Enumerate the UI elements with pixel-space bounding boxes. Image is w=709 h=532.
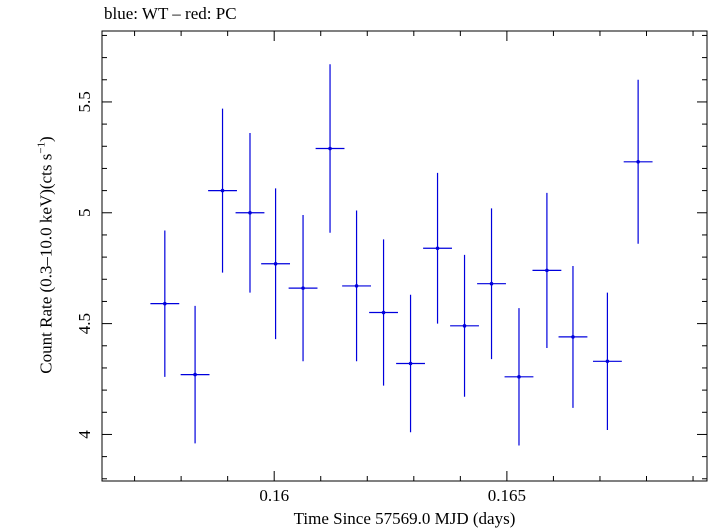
- y-tick-label: 4.5: [75, 313, 94, 334]
- data-point: [315, 64, 345, 233]
- data-point: [423, 172, 452, 324]
- data-point: [532, 192, 562, 348]
- x-tick-label: 0.16: [259, 486, 289, 505]
- plot-frame: [101, 30, 708, 482]
- point-marker: [354, 284, 359, 288]
- point-marker: [462, 324, 467, 328]
- point-marker: [193, 372, 197, 377]
- data-point: [369, 239, 398, 386]
- data-point: [504, 308, 534, 446]
- point-marker: [636, 159, 640, 164]
- point-marker: [545, 268, 549, 273]
- data-point: [342, 210, 371, 362]
- chart-title: blue: WT – red: PC: [104, 4, 237, 23]
- point-marker: [571, 335, 575, 339]
- y-tick-label: 5: [75, 209, 94, 218]
- data-layer: [150, 64, 653, 446]
- point-marker: [163, 301, 167, 306]
- data-point: [623, 79, 653, 244]
- y-axis-label-exponent: −1: [35, 141, 48, 154]
- point-marker: [517, 375, 521, 379]
- point-marker: [489, 281, 494, 286]
- axes-layer: 0.16 0.165 4 4.5 5 5.5: [75, 31, 707, 505]
- y-tick-label: 5.5: [75, 91, 94, 112]
- data-point: [396, 294, 425, 433]
- data-point: [150, 230, 180, 377]
- point-marker: [248, 210, 252, 215]
- point-marker: [435, 246, 440, 251]
- point-marker: [273, 261, 278, 266]
- data-point: [592, 292, 622, 431]
- point-marker: [381, 310, 386, 315]
- data-point: [450, 254, 479, 397]
- data-point: [261, 188, 291, 340]
- point-marker: [408, 361, 413, 366]
- y-axis-label: Count Rate (0.3–10.0 keV)(cts s−1): [36, 136, 57, 373]
- y-axis-label-end: ): [36, 136, 56, 142]
- data-point: [477, 208, 506, 360]
- data-point: [180, 305, 210, 444]
- point-marker: [301, 286, 305, 290]
- y-tick-label: 4: [75, 430, 94, 439]
- data-point: [558, 265, 588, 408]
- data-point: [288, 214, 318, 362]
- x-tick-label: 0.165: [488, 486, 526, 505]
- point-marker: [605, 359, 610, 364]
- point-marker: [220, 188, 225, 193]
- x-axis-label: Time Since 57569.0 MJD (days): [293, 509, 516, 528]
- y-axis-label-main: Count Rate (0.3–10.0 keV)(cts s: [36, 153, 56, 374]
- point-marker: [328, 146, 332, 151]
- data-point: [235, 132, 265, 293]
- data-point: [208, 108, 237, 273]
